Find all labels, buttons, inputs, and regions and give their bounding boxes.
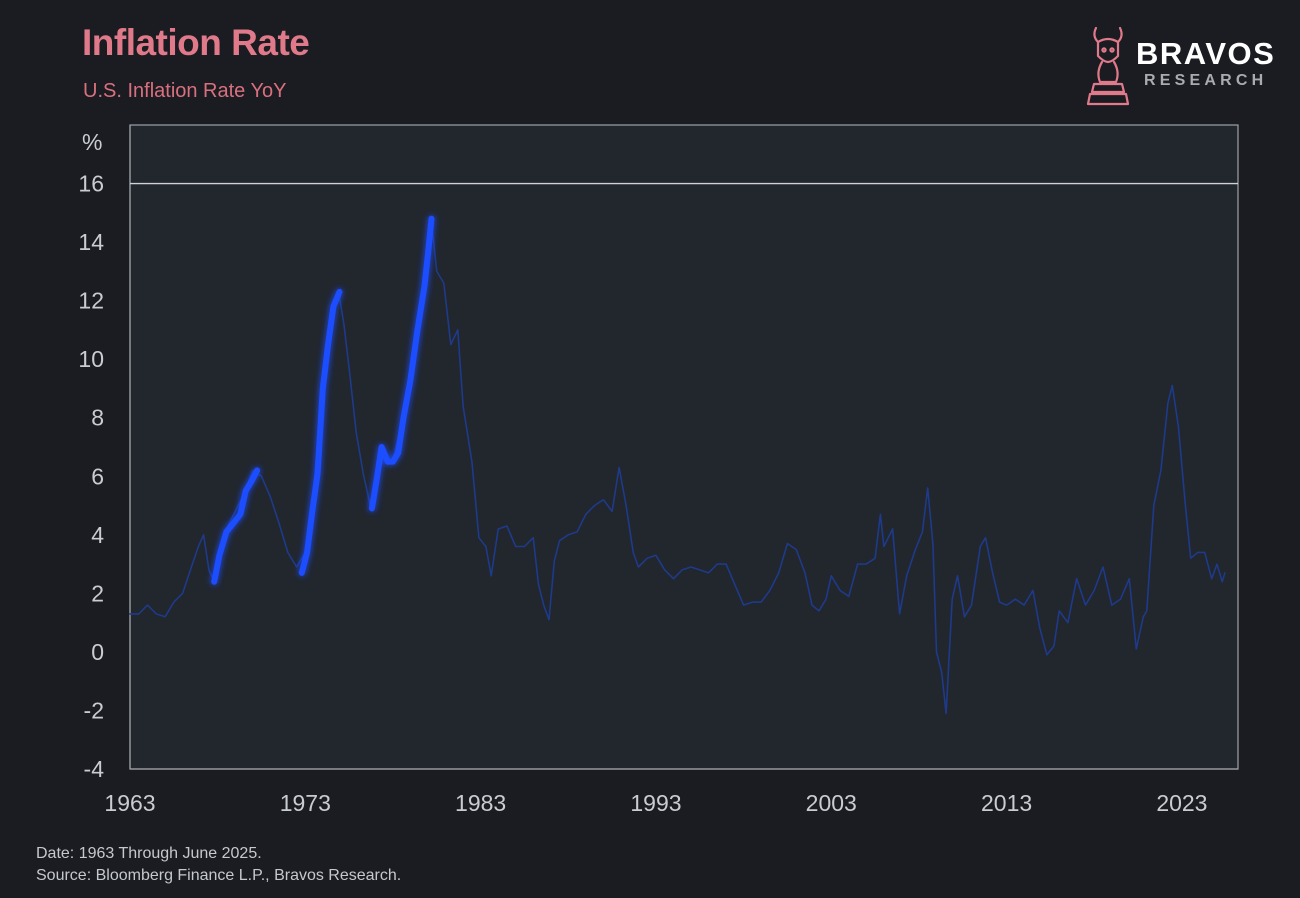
logo-subtext: RESEARCH — [1144, 72, 1268, 89]
y-tick-label: 16 — [78, 171, 104, 197]
x-tick-label: 1973 — [280, 790, 331, 816]
y-tick-label: 12 — [78, 288, 104, 314]
y-tick-label: 14 — [78, 229, 104, 255]
chart-subtitle: U.S. Inflation Rate YoY — [83, 80, 287, 102]
y-tick-label: -2 — [84, 697, 104, 723]
highlight-series-line — [211, 467, 261, 585]
x-tick-label: 1993 — [630, 790, 681, 816]
highlight-series-line — [368, 215, 435, 512]
y-tick-label: 0 — [91, 639, 104, 665]
source-note: Source: Bloomberg Finance L.P., Bravos R… — [36, 867, 402, 884]
highlight-series-line — [298, 288, 343, 576]
logo-wordmark: BRAVOS — [1136, 36, 1276, 71]
y-tick-label: 2 — [91, 580, 104, 606]
bull-knight-icon — [1086, 26, 1130, 106]
x-tick-label: 2023 — [1156, 790, 1207, 816]
bravos-logo: BRAVOS RESEARCH — [1080, 22, 1280, 110]
y-tick-label: 10 — [78, 346, 104, 372]
y-tick-label: -4 — [84, 756, 105, 782]
x-tick-label: 1983 — [455, 790, 506, 816]
y-tick-label: 8 — [91, 405, 104, 431]
x-tick-label: 1963 — [104, 790, 155, 816]
inflation-series-line — [129, 220, 1226, 715]
chart-title: Inflation Rate — [82, 22, 310, 63]
x-tick-label: 2013 — [981, 790, 1032, 816]
y-tick-label: 4 — [91, 522, 104, 548]
date-note: Date: 1963 Through June 2025. — [36, 845, 262, 862]
y-tick-label: 6 — [91, 463, 104, 489]
y-axis-label: % — [82, 129, 102, 155]
x-tick-label: 2003 — [806, 790, 857, 816]
plot-area — [129, 124, 1239, 770]
